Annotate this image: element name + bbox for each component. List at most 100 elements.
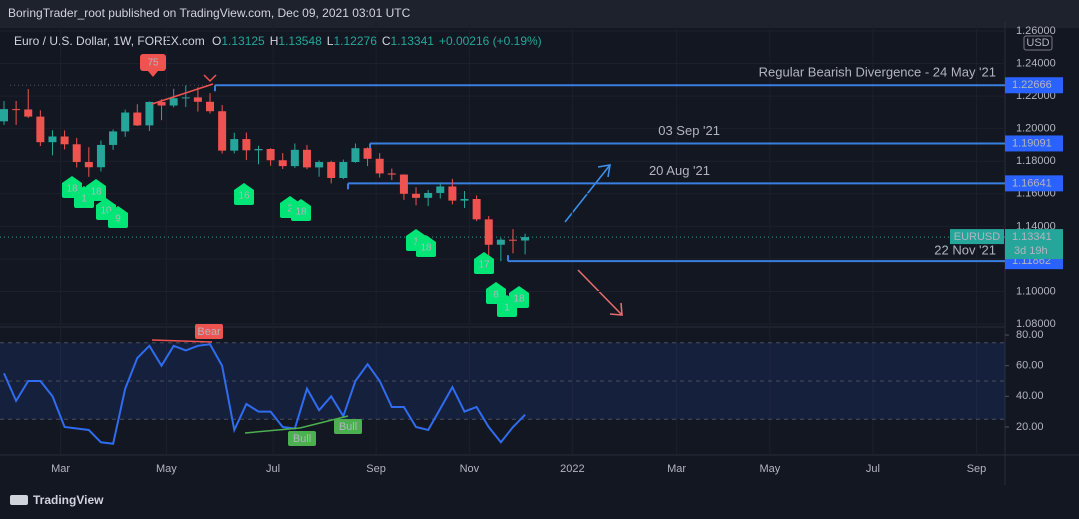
rsi-tick-label: 40.00 [1016, 390, 1044, 402]
ohlc-legend: O1.13125 H1.13548 L1.12276 C1.13341 +0.00216… [212, 34, 542, 48]
last-price-tag [1005, 229, 1063, 260]
candle-body [0, 109, 8, 122]
candle-body [412, 193, 421, 198]
setup-marker-label: 1 [504, 303, 510, 314]
candle-body [230, 139, 239, 151]
ohlc-label: L [327, 34, 334, 48]
ohlc-label: O [212, 34, 221, 48]
price-tag [1005, 175, 1063, 192]
x-tick-label: May [156, 463, 177, 475]
candle-body [363, 148, 372, 159]
footer-logo [10, 495, 28, 505]
setup-marker-label: 10 [100, 206, 112, 217]
setup-marker [234, 183, 254, 205]
header: BoringTrader_root published on TradingVi… [8, 6, 411, 20]
candle-body [484, 219, 493, 245]
setup-marker-label: 18 [513, 294, 525, 305]
symbol: Euro / U.S. Dollar, 1W, FOREX.com [14, 34, 205, 48]
y-tick-label: 1.26000 [1016, 25, 1056, 37]
candle-body [327, 162, 336, 178]
x-tick-label: May [760, 463, 781, 475]
rsi-tick-label: 80.00 [1016, 329, 1044, 341]
y-tick-label: 1.10000 [1016, 285, 1056, 297]
setup-marker-label: 8 [493, 290, 499, 301]
change: +0.00216 (+0.19%) [439, 34, 542, 48]
candle-body [218, 111, 227, 151]
x-tick-label: Nov [460, 463, 480, 475]
rsi-band [0, 342, 1005, 420]
arrow-down [577, 269, 623, 316]
candle-body [266, 149, 275, 161]
setup-marker-label: 17 [478, 260, 490, 271]
candle-body [436, 186, 445, 193]
candle-body [145, 101, 154, 126]
y-tick-label: 1.18000 [1016, 155, 1056, 167]
candle-body [169, 98, 178, 106]
rsi-signal-box [334, 419, 362, 434]
ohlc-value: 1.13125 [221, 34, 265, 48]
setup-marker-label: 18 [66, 184, 78, 195]
candle-body [121, 112, 130, 132]
candle-body [472, 198, 481, 220]
candle-body [508, 239, 517, 241]
y-tick-label: 1.20000 [1016, 123, 1056, 135]
candle-body [133, 112, 142, 126]
level-text: 20 Aug '21 [649, 163, 710, 178]
level-text: 22 Nov '21 [934, 243, 996, 258]
candle-body [375, 158, 384, 174]
x-tick-label: Sep [366, 463, 386, 475]
candle-body [181, 97, 190, 99]
candle-body [339, 162, 348, 178]
candle-body [315, 162, 324, 168]
rsi-signal-label: Bear [197, 326, 221, 338]
candle-body [96, 144, 105, 168]
price-tag [1005, 77, 1063, 94]
x-tick-label: Mar [667, 463, 686, 475]
ohlc-value: 1.13341 [391, 34, 435, 48]
setup-marker [416, 235, 436, 257]
divergence-mark [203, 74, 217, 83]
symbol-tag [950, 229, 1004, 245]
candle-body [351, 148, 360, 163]
level-text: 03 Sep '21 [658, 123, 720, 138]
x-tick-label: Mar [51, 463, 70, 475]
ohlc-label: H [270, 34, 279, 48]
rsi-signal-box [195, 324, 223, 339]
setup-marker [291, 199, 311, 221]
candle-body [72, 144, 81, 163]
bear-count-pointer [148, 71, 158, 77]
footer: TradingView [33, 493, 104, 507]
rsi-signal-label: Bull [293, 433, 311, 445]
x-tick-label: Jul [266, 463, 280, 475]
x-tick-label: Jul [866, 463, 880, 475]
countdown: 3d 19h [1014, 245, 1048, 257]
level-text: Regular Bearish Divergence - 24 May '21 [759, 65, 996, 80]
setup-marker [86, 179, 106, 201]
rsi-signal-label: Bull [339, 421, 357, 433]
candle-body [48, 136, 57, 143]
candle-body [60, 136, 69, 145]
candle-body [460, 198, 469, 201]
candle-body [254, 149, 263, 151]
candle-body [157, 101, 166, 106]
rsi-divergence [244, 427, 301, 434]
x-tick-label: 2022 [560, 463, 584, 475]
candle-body [193, 97, 202, 102]
candle-body [12, 109, 21, 111]
rsi-line [3, 343, 526, 445]
candle-body [290, 149, 299, 167]
setup-marker [509, 286, 529, 308]
rsi-tick-label: 20.00 [1016, 421, 1044, 433]
candle-body [448, 186, 457, 201]
x-tick-label: Sep [967, 463, 987, 475]
candle-body [302, 149, 311, 168]
candle-body [36, 116, 45, 143]
ohlc-value: 1.12276 [333, 34, 377, 48]
rsi-signal-box [288, 431, 316, 446]
candle-body [109, 131, 118, 145]
divergence-line [151, 83, 214, 105]
candle-body [521, 237, 530, 241]
header-bar [0, 0, 1079, 28]
setup-marker [108, 206, 128, 228]
